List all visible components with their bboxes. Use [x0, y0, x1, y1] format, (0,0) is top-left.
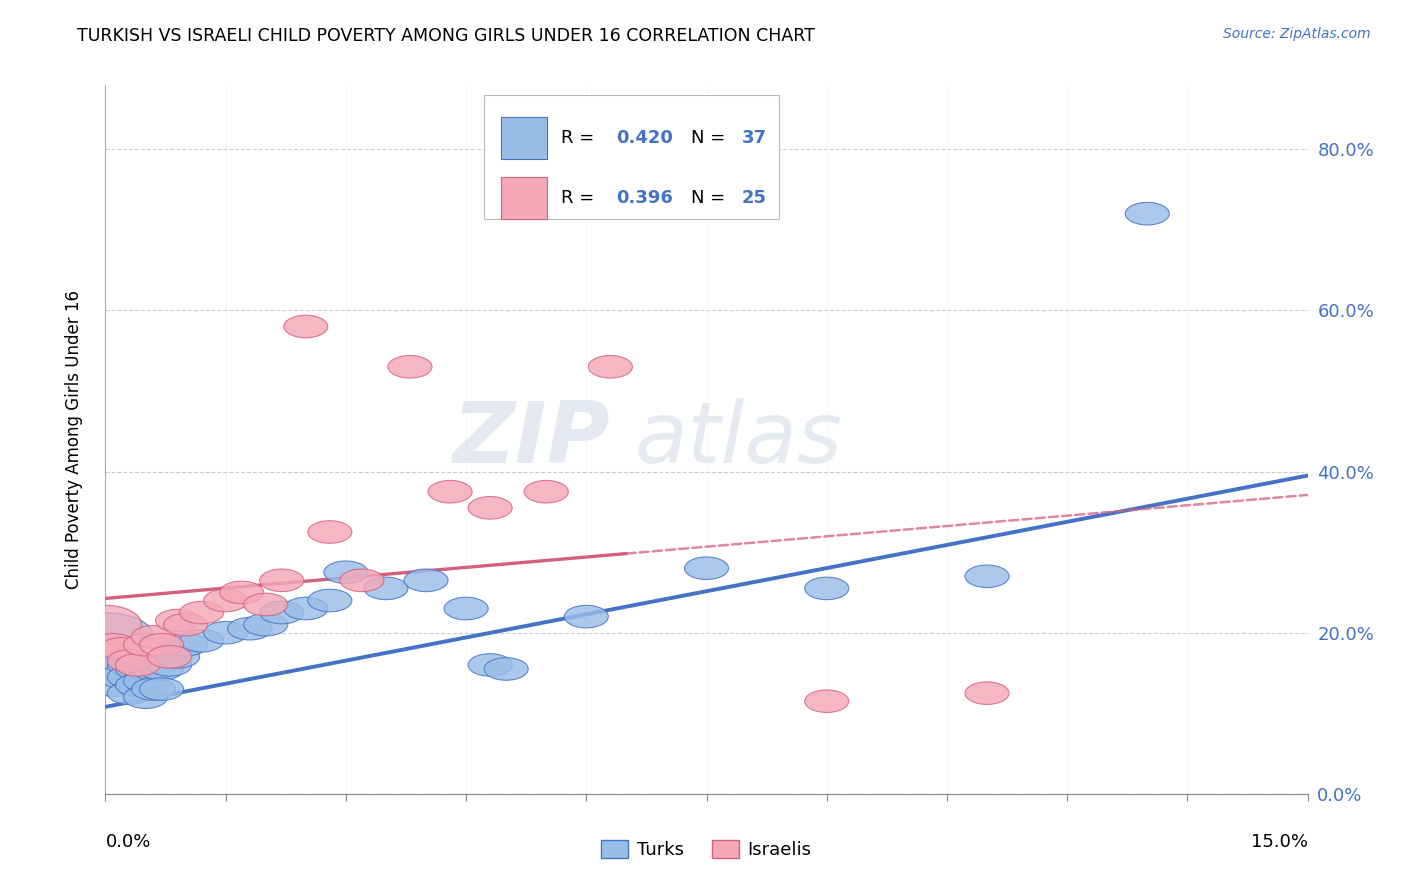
Ellipse shape	[148, 646, 191, 668]
Ellipse shape	[139, 657, 184, 681]
Ellipse shape	[132, 657, 176, 681]
Ellipse shape	[1125, 202, 1170, 225]
Ellipse shape	[91, 673, 135, 697]
Ellipse shape	[364, 577, 408, 599]
Ellipse shape	[243, 614, 288, 636]
Legend: Turks, Israelis: Turks, Israelis	[595, 832, 818, 866]
Text: 37: 37	[741, 129, 766, 147]
Ellipse shape	[484, 657, 529, 681]
Ellipse shape	[69, 606, 142, 644]
Ellipse shape	[180, 601, 224, 624]
Ellipse shape	[965, 565, 1010, 588]
Ellipse shape	[132, 678, 176, 700]
Ellipse shape	[804, 577, 849, 599]
Text: R =: R =	[561, 129, 600, 147]
Ellipse shape	[100, 649, 143, 673]
FancyBboxPatch shape	[484, 95, 779, 219]
Ellipse shape	[124, 670, 167, 692]
Ellipse shape	[124, 686, 167, 708]
Ellipse shape	[243, 593, 288, 615]
Ellipse shape	[163, 633, 208, 657]
Ellipse shape	[284, 598, 328, 620]
Ellipse shape	[260, 569, 304, 591]
Ellipse shape	[100, 665, 143, 689]
Ellipse shape	[965, 681, 1010, 705]
Text: N =: N =	[690, 189, 731, 207]
Ellipse shape	[685, 557, 728, 580]
Text: 0.396: 0.396	[616, 189, 673, 207]
Ellipse shape	[228, 617, 271, 640]
Y-axis label: Child Poverty Among Girls Under 16: Child Poverty Among Girls Under 16	[65, 290, 83, 589]
Text: 15.0%: 15.0%	[1250, 833, 1308, 851]
FancyBboxPatch shape	[501, 177, 547, 219]
Ellipse shape	[107, 665, 152, 689]
Text: ZIP: ZIP	[453, 398, 610, 481]
Ellipse shape	[156, 646, 200, 668]
Ellipse shape	[308, 521, 352, 543]
Ellipse shape	[323, 561, 368, 583]
Text: 0.420: 0.420	[616, 129, 673, 147]
Ellipse shape	[163, 614, 208, 636]
Ellipse shape	[107, 681, 152, 705]
Ellipse shape	[468, 654, 512, 676]
Ellipse shape	[124, 633, 167, 657]
Text: atlas: atlas	[634, 398, 842, 481]
Ellipse shape	[204, 590, 247, 612]
Text: N =: N =	[690, 129, 731, 147]
Ellipse shape	[340, 569, 384, 591]
Ellipse shape	[107, 649, 152, 673]
Ellipse shape	[156, 609, 200, 632]
Ellipse shape	[107, 654, 152, 676]
Ellipse shape	[115, 657, 159, 681]
Text: 25: 25	[741, 189, 766, 207]
Text: TURKISH VS ISRAELI CHILD POVERTY AMONG GIRLS UNDER 16 CORRELATION CHART: TURKISH VS ISRAELI CHILD POVERTY AMONG G…	[77, 27, 815, 45]
Ellipse shape	[468, 497, 512, 519]
FancyBboxPatch shape	[501, 117, 547, 159]
Ellipse shape	[58, 613, 153, 661]
Ellipse shape	[148, 654, 191, 676]
Ellipse shape	[204, 622, 247, 644]
Ellipse shape	[219, 582, 264, 604]
Ellipse shape	[124, 657, 167, 681]
Ellipse shape	[284, 315, 328, 338]
Ellipse shape	[115, 654, 159, 676]
Ellipse shape	[180, 630, 224, 652]
Ellipse shape	[260, 601, 304, 624]
Ellipse shape	[139, 678, 184, 700]
Ellipse shape	[388, 356, 432, 378]
Ellipse shape	[132, 625, 176, 648]
Ellipse shape	[91, 657, 135, 681]
Ellipse shape	[404, 569, 449, 591]
Ellipse shape	[804, 690, 849, 713]
Ellipse shape	[115, 673, 159, 697]
Text: Source: ZipAtlas.com: Source: ZipAtlas.com	[1223, 27, 1371, 41]
Text: 0.0%: 0.0%	[105, 833, 150, 851]
Ellipse shape	[427, 481, 472, 503]
Ellipse shape	[308, 590, 352, 612]
Ellipse shape	[91, 633, 135, 657]
Ellipse shape	[139, 633, 184, 657]
Ellipse shape	[524, 481, 568, 503]
Ellipse shape	[588, 356, 633, 378]
Ellipse shape	[444, 598, 488, 620]
Ellipse shape	[564, 606, 609, 628]
Text: R =: R =	[561, 189, 600, 207]
Ellipse shape	[100, 638, 143, 660]
